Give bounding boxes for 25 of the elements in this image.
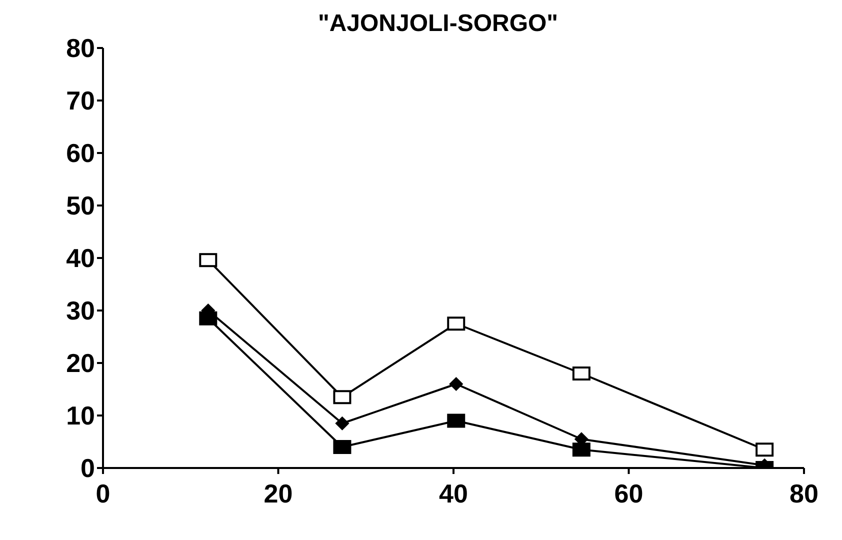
y-tick-label: 40 (66, 243, 95, 274)
point (572, 442, 590, 457)
y-tick-label: 30 (66, 296, 95, 326)
y-tick-label: 20 (66, 348, 95, 378)
point (199, 311, 218, 326)
chart-title: "AJONJOLI-SORGO" (316, 10, 560, 38)
x-tick-label: 80 (790, 478, 818, 508)
point (333, 440, 352, 454)
point (447, 316, 466, 331)
point (199, 253, 218, 268)
point (333, 390, 352, 404)
point (449, 377, 463, 391)
x-tick-label: 60 (614, 478, 644, 508)
point (572, 366, 590, 380)
y-tick-label: 70 (66, 86, 95, 116)
y-tick-label: 10 (66, 400, 95, 431)
point (335, 416, 349, 430)
y-tick-label: 60 (66, 138, 95, 168)
x-tick-label: 20 (264, 478, 293, 508)
y-tick-label: 80 (66, 33, 95, 64)
point (756, 442, 774, 457)
y-tick-label: 50 (66, 190, 95, 221)
y-tick-label: 0 (80, 453, 95, 484)
point (447, 414, 466, 428)
x-tick-label: 40 (439, 478, 468, 508)
